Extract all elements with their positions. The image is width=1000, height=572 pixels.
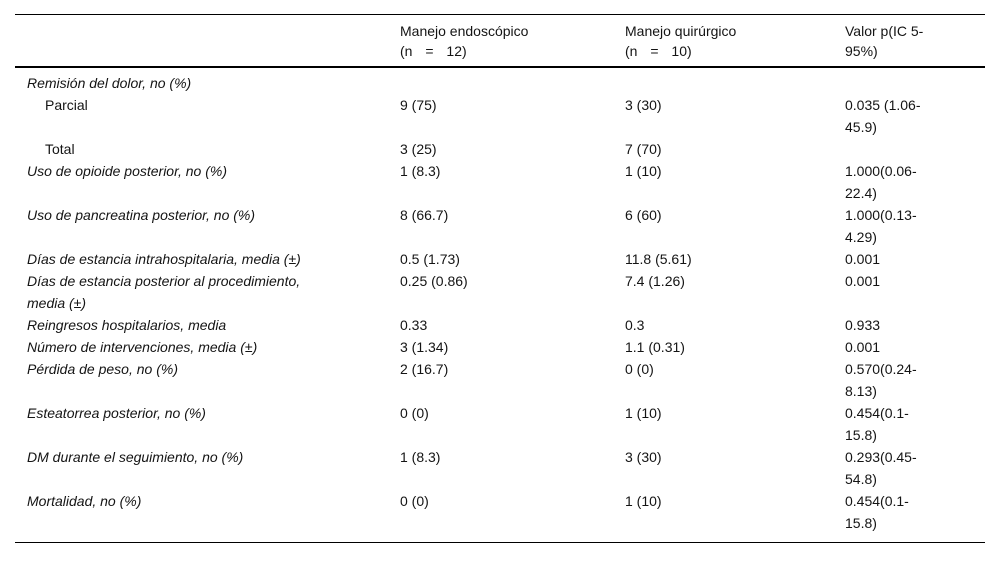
row-label: DM durante el seguimiento, no (%) xyxy=(27,449,244,465)
row-label: Reingresos hospitalarios, media xyxy=(27,317,227,333)
header-surgical-column: Manejo quirúrgico (n = 10) xyxy=(625,14,845,68)
surgical-value-cell: 0.3 xyxy=(625,317,645,333)
endoscopic-value-cell: 0.5 (1.73) xyxy=(400,251,460,267)
pvalue-cell: 0.454(0.1- 15.8) xyxy=(845,493,909,531)
parameter-cell: Uso de opioide posterior, no (%) xyxy=(15,160,400,204)
pvalue-cell xyxy=(845,67,985,94)
parameter-cell: Número de intervenciones, media (±) xyxy=(15,336,400,358)
pvalue-cell: 0.293(0.45- 54.8) xyxy=(845,449,917,487)
table-row: Uso de opioide posterior, no (%) 1 (8.3)… xyxy=(15,160,985,204)
row-label: Días de estancia posterior al procedimie… xyxy=(27,273,301,311)
parameter-cell: Remisión del dolor, no (%) xyxy=(15,67,400,94)
pvalue-cell: 0.933 xyxy=(845,317,881,333)
header-endoscopic-n: (n = 12) xyxy=(400,43,467,59)
table-row: Esteatorrea posterior, no (%) 0 (0) 1 (1… xyxy=(15,402,985,446)
surgical-value-cell: 11.8 (5.61) xyxy=(625,251,692,267)
parameter-cell: Días de estancia posterior al procedimie… xyxy=(15,270,400,314)
pvalue-cell: 1.000(0.13- 4.29) xyxy=(845,207,917,245)
row-label: Parcial xyxy=(45,97,88,113)
pvalue-cell: 0.035 (1.06- 45.9) xyxy=(845,97,921,135)
row-label: Mortalidad, no (%) xyxy=(27,493,142,509)
pvalue-cell: 0.001 xyxy=(845,273,881,289)
parameter-cell: Pérdida de peso, no (%) xyxy=(15,358,400,402)
endoscopic-value-cell: 0.33 xyxy=(400,317,428,333)
surgical-value-cell: 1 (10) xyxy=(625,163,662,179)
endoscopic-value-cell: 0 (0) xyxy=(400,493,429,509)
parameter-cell: Parcial xyxy=(15,94,400,138)
endoscopic-value-cell: 8 (66.7) xyxy=(400,207,449,223)
pvalue-cell: 0.570(0.24- 8.13) xyxy=(845,361,917,399)
table-row: Pérdida de peso, no (%) 2 (16.7) 0 (0) 0… xyxy=(15,358,985,402)
comparison-table: Manejo endoscópico (n = 12) Manejo quirú… xyxy=(15,14,985,543)
surgical-value-cell: 1 (10) xyxy=(625,493,662,509)
parameter-cell: Reingresos hospitalarios, media xyxy=(15,314,400,336)
surgical-value-cell: 1.1 (0.31) xyxy=(625,339,685,355)
pvalue-cell: 0.001 xyxy=(845,251,881,267)
table-body: Remisión del dolor, no (%) Parcial 9 (75… xyxy=(15,67,985,543)
header-surgical-n: (n = 10) xyxy=(625,43,692,59)
results-table-container: Manejo endoscópico (n = 12) Manejo quirú… xyxy=(15,14,985,543)
header-pvalue-title: Valor p(IC 5- 95%) xyxy=(845,23,924,59)
endoscopic-value-cell: 9 (75) xyxy=(400,97,437,113)
pvalue-cell: 0.001 xyxy=(845,339,881,355)
pvalue-cell: 0.454(0.1- 15.8) xyxy=(845,405,909,443)
parameter-cell: Días de estancia intrahospitalaria, medi… xyxy=(15,248,400,270)
endoscopic-value-cell: 2 (16.7) xyxy=(400,361,449,377)
parameter-cell: Uso de pancreatina posterior, no (%) xyxy=(15,204,400,248)
endoscopic-value-cell: 1 (8.3) xyxy=(400,163,441,179)
parameter-cell: Esteatorrea posterior, no (%) xyxy=(15,402,400,446)
table-row: DM durante el seguimiento, no (%) 1 (8.3… xyxy=(15,446,985,490)
header-pvalue-column: Valor p(IC 5- 95%) xyxy=(845,14,985,68)
header-row: Manejo endoscópico (n = 12) Manejo quirú… xyxy=(15,14,985,68)
table-row: Mortalidad, no (%) 0 (0) 1 (10) 0.454(0.… xyxy=(15,490,985,543)
parameter-cell: Mortalidad, no (%) xyxy=(15,490,400,543)
row-label: Pérdida de peso, no (%) xyxy=(27,361,178,377)
table-header: Manejo endoscópico (n = 12) Manejo quirú… xyxy=(15,14,985,68)
pvalue-cell: 1.000(0.06- 22.4) xyxy=(845,163,917,201)
endoscopic-value-cell: 3 (25) xyxy=(400,141,437,157)
endoscopic-value-cell: 1 (8.3) xyxy=(400,449,441,465)
table-row: Total 3 (25) 7 (70) xyxy=(15,138,985,160)
table-row: Uso de pancreatina posterior, no (%) 8 (… xyxy=(15,204,985,248)
parameter-cell: DM durante el seguimiento, no (%) xyxy=(15,446,400,490)
row-label: Uso de opioide posterior, no (%) xyxy=(27,163,227,179)
header-endoscopic-title: Manejo endoscópico xyxy=(400,23,529,39)
table-row: Días de estancia intrahospitalaria, medi… xyxy=(15,248,985,270)
row-label: Total xyxy=(45,141,75,157)
surgical-value-cell: 7 (70) xyxy=(625,141,662,157)
table-row: Número de intervenciones, media (±) 3 (1… xyxy=(15,336,985,358)
row-label: Remisión del dolor, no (%) xyxy=(27,75,192,91)
table-row: Reingresos hospitalarios, media 0.33 0.3… xyxy=(15,314,985,336)
table-row: Parcial 9 (75) 3 (30) 0.035 (1.06- 45.9) xyxy=(15,94,985,138)
parameter-cell: Total xyxy=(15,138,400,160)
header-surgical-title: Manejo quirúrgico xyxy=(625,23,737,39)
surgical-value-cell: 7.4 (1.26) xyxy=(625,273,685,289)
endoscopic-value-cell xyxy=(400,67,625,94)
row-label: Uso de pancreatina posterior, no (%) xyxy=(27,207,256,223)
surgical-value-cell xyxy=(625,67,845,94)
row-label: Esteatorrea posterior, no (%) xyxy=(27,405,206,421)
table-row: Remisión del dolor, no (%) xyxy=(15,67,985,94)
row-label: Número de intervenciones, media (±) xyxy=(27,339,258,355)
endoscopic-value-cell: 3 (1.34) xyxy=(400,339,449,355)
surgical-value-cell: 3 (30) xyxy=(625,449,662,465)
surgical-value-cell: 6 (60) xyxy=(625,207,662,223)
table-row: Días de estancia posterior al procedimie… xyxy=(15,270,985,314)
row-label: Días de estancia intrahospitalaria, medi… xyxy=(27,251,301,267)
surgical-value-cell: 1 (10) xyxy=(625,405,662,421)
endoscopic-value-cell: 0.25 (0.86) xyxy=(400,273,468,289)
pvalue-cell xyxy=(845,138,985,160)
surgical-value-cell: 3 (30) xyxy=(625,97,662,113)
surgical-value-cell: 0 (0) xyxy=(625,361,654,377)
header-endoscopic-column: Manejo endoscópico (n = 12) xyxy=(400,14,625,68)
endoscopic-value-cell: 0 (0) xyxy=(400,405,429,421)
header-parameter-column xyxy=(15,14,400,68)
